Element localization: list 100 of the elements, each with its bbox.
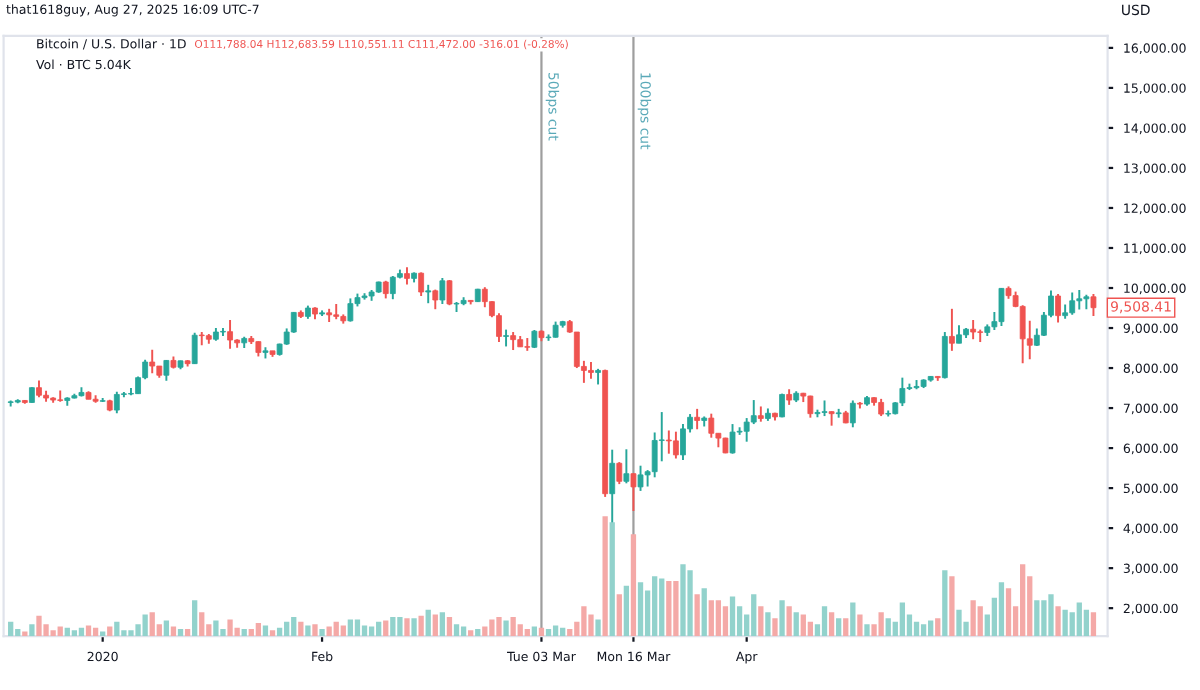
bar [291,616,297,637]
bar [418,615,424,637]
bar [404,618,410,637]
candlestick [389,275,396,301]
candlestick [630,472,637,512]
bar [715,600,722,637]
bar [213,620,219,637]
bar [850,602,856,637]
bar [1062,609,1068,637]
bar [100,631,106,637]
bar [694,594,700,637]
bar [595,619,601,637]
bar [50,630,56,637]
candlestick [623,448,630,485]
candlestick [481,286,488,309]
bar [1076,602,1082,637]
bar [977,606,983,637]
bar [765,612,771,637]
bar [623,585,630,637]
bar [687,570,693,637]
bar [956,609,962,637]
bar [390,616,396,637]
bar [758,606,764,637]
candlestick [807,394,814,419]
bar [1048,594,1054,637]
bar [326,626,332,637]
candlestick [956,324,962,345]
bar [71,630,78,637]
bar [241,628,247,637]
bar [970,600,976,637]
bar [581,606,587,637]
bar [885,618,891,637]
candlestick [191,331,198,366]
bar [36,615,42,637]
bar [489,619,495,637]
bar [114,621,120,637]
candlestick [446,279,453,307]
bar [468,630,474,637]
bar [184,628,191,637]
candlestick [347,297,354,323]
bar [347,619,354,637]
candlestick [1090,293,1097,317]
bar [942,570,948,637]
candlestick [149,348,156,375]
bar [899,602,906,637]
bar [666,580,672,637]
bar [779,600,785,637]
bar [376,621,382,637]
bar [298,621,304,637]
bar [354,619,361,637]
candlestick [57,389,64,403]
candlestick [425,283,432,305]
bar [602,516,608,637]
candlestick [673,430,679,460]
candlestick [708,412,715,439]
bar [701,588,707,637]
bar [446,616,453,637]
candlestick [1055,293,1061,324]
bar [545,628,552,637]
bar [1055,606,1061,637]
candlestick [949,307,955,352]
candlestick [1069,291,1076,316]
candlestick [849,399,856,429]
bar [177,628,184,637]
candlestick [899,376,906,408]
bar [319,628,325,637]
bar [772,618,778,637]
candlestick [665,429,672,455]
bar [1083,609,1090,637]
bar [432,614,438,637]
bar [496,616,502,637]
bar [128,630,134,637]
bar [192,600,198,637]
bar [609,522,615,637]
bar [142,614,148,637]
bar [262,625,269,637]
bar [8,621,14,637]
bar [920,624,927,637]
bar [800,614,806,637]
bar [312,624,318,637]
bar [397,616,403,637]
bar [843,618,849,637]
bar [836,618,842,637]
bar [588,614,594,637]
bar [928,620,934,637]
bar [828,612,835,637]
bar [340,625,346,637]
bar [149,612,155,637]
bar [935,618,941,637]
bar [361,625,368,637]
bar [786,606,792,637]
bar [659,578,665,637]
bar [524,628,530,637]
candlestick [970,319,977,341]
bar [821,606,828,637]
bar [284,621,290,637]
bar [411,618,417,637]
bar [227,619,233,637]
candlestick [418,271,425,297]
bar [652,576,658,637]
